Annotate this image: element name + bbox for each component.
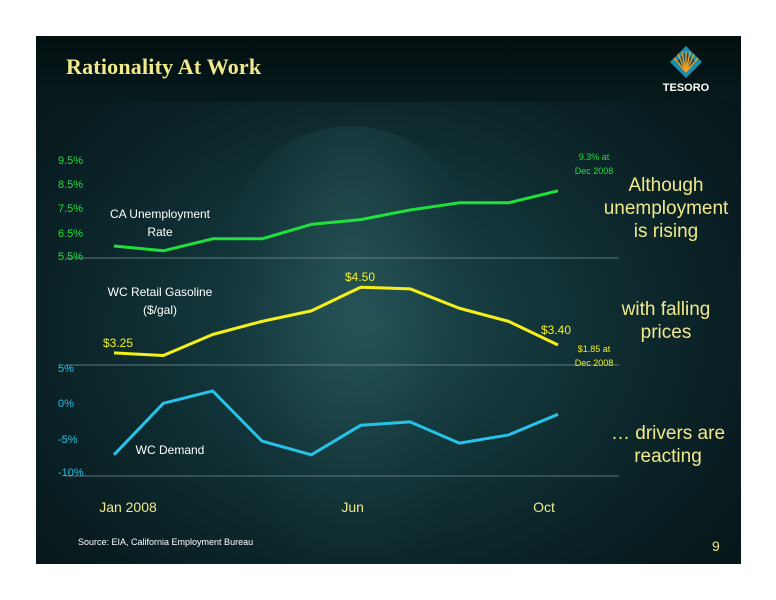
series-label-unemployment: Rate (147, 225, 173, 239)
x-tick-label: Oct (533, 499, 555, 515)
end-annotation-gasoline: $1.85 at (578, 344, 611, 354)
background-arch (226, 126, 476, 564)
series-label-unemployment: CA Unemployment (110, 207, 211, 221)
y-tick-label-demand: -10% (58, 467, 84, 479)
callout-unemployment: Although unemployment is rising (603, 175, 729, 242)
source-note: Source: EIA, California Employment Burea… (78, 537, 254, 547)
end-annotation-gasoline: Dec 2008 (575, 358, 614, 368)
series-label-gasoline: WC Retail Gasoline (108, 285, 213, 299)
x-tick-label: Jun (341, 499, 364, 515)
series-line-gasoline (113, 285, 559, 357)
logo-text: TESORO (662, 82, 710, 94)
data-label-gasoline: $3.25 (103, 336, 133, 350)
callout-prices: with falling prices (621, 299, 711, 343)
header-band (36, 36, 741, 102)
y-tick-label-unemployment: 6.5% (58, 228, 83, 240)
y-tick-label-unemployment: 9.5% (58, 155, 83, 167)
page-number: 9 (712, 538, 720, 554)
y-tick-label-unemployment: 7.5% (58, 203, 83, 215)
y-tick-label-demand: -5% (58, 434, 78, 446)
slide-title: Rationality At Work (66, 54, 262, 79)
tesoro-logo: TESORO (656, 42, 716, 98)
end-annotation-unemployment: Dec 2008 (575, 166, 614, 176)
y-tick-label-demand: 5% (58, 363, 74, 375)
chart: 9.5% 8.5% 7.5% 6.5% 5.5% 5% 0% -5% -10% CA Unempl… (58, 152, 619, 515)
y-tick-label-unemployment: 8.5% (58, 179, 83, 191)
series-line-demand (112, 389, 559, 457)
slide: Rationality At Work TESORO 9.5% 8.5% 7.5% 6… (36, 36, 741, 564)
series-line-unemployment (113, 189, 559, 253)
y-tick-label-demand: 0% (58, 398, 74, 410)
x-tick-label: Jan 2008 (99, 499, 157, 515)
y-tick-label-unemployment: 5.5% (58, 251, 83, 263)
data-label-gasoline: $3.40 (541, 323, 571, 337)
callout-drivers: … drivers are reacting (610, 423, 726, 467)
series-label-demand: WC Demand (136, 443, 205, 457)
data-label-gasoline: $4.50 (345, 270, 375, 284)
logo-mark-icon (670, 46, 702, 78)
series-label-gasoline: ($/gal) (143, 303, 177, 317)
end-annotation-unemployment: 9.3% at (579, 152, 610, 162)
